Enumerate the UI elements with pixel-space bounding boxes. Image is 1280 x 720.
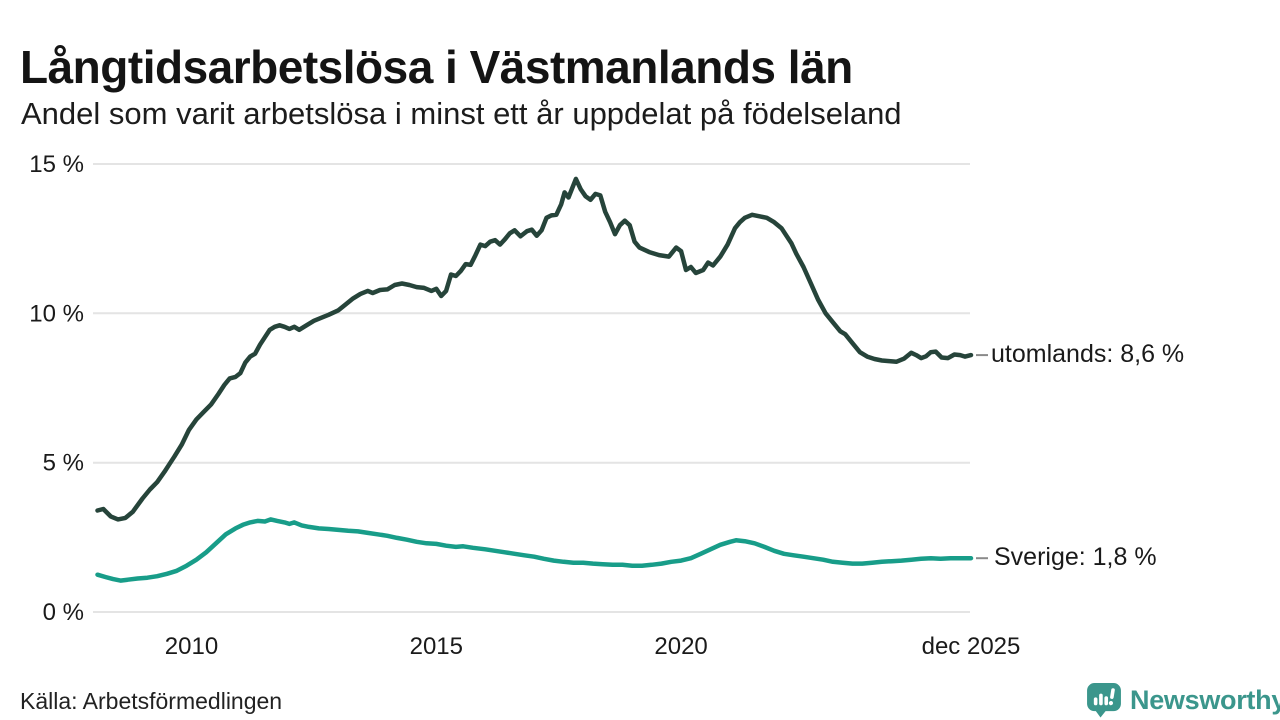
series-end-label-utomlands: utomlands: 8,6 % [991,339,1185,368]
page-title: Långtidsarbetslösa i Västmanlands län [20,40,853,93]
y-tick-label: 10 % [29,300,84,327]
x-tick-label: 2020 [654,633,707,660]
y-tick-label: 15 % [29,151,84,178]
y-tick-label: 0 % [43,599,84,626]
series-line-utomlands [95,176,974,522]
x-tick-label: dec 2025 [922,633,1021,660]
x-tick-label: 2015 [410,633,463,660]
brand-logo: Newsworthy [1086,682,1280,718]
page-subtitle: Andel som varit arbetslösa i minst ett å… [21,96,902,131]
x-tick-label: 2010 [165,633,218,660]
series-end-label-sverige: Sverige: 1,8 % [994,542,1157,571]
y-tick-label: 5 % [43,450,84,477]
source-attribution: Källa: Arbetsförmedlingen [20,688,283,714]
newsworthy-speech-bubble-chart-icon [1087,683,1121,718]
brand-wordmark: Newsworthy [1130,684,1280,715]
series-line-sverige [95,517,974,583]
